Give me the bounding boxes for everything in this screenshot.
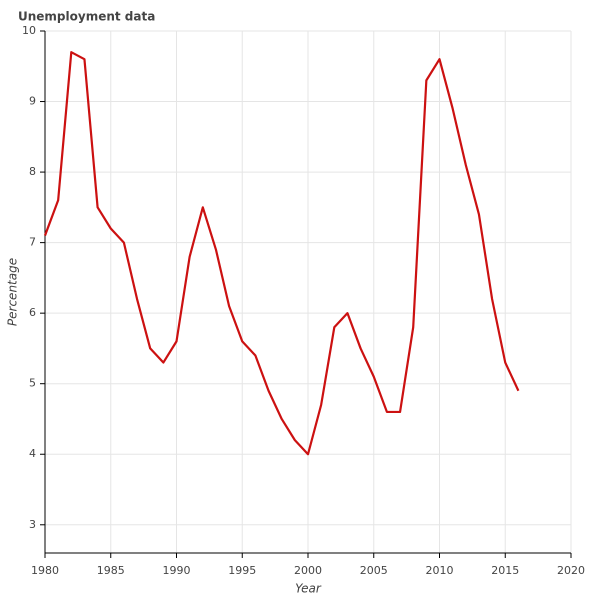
- x-tick-label: 2015: [491, 564, 519, 577]
- x-tick-label: 2005: [360, 564, 388, 577]
- y-tick-label: 8: [29, 165, 36, 178]
- x-tick-label: 1990: [163, 564, 191, 577]
- line: [43, 51, 520, 456]
- y-tick-label: 6: [29, 306, 36, 319]
- x-axis-label: Year: [295, 582, 322, 596]
- y-axis-label: Percentage: [6, 258, 20, 326]
- x-tick-label: 2010: [426, 564, 454, 577]
- y-tick-label: 3: [29, 518, 36, 531]
- x-tick-label: 2000: [294, 564, 322, 577]
- y-tick-label: 4: [29, 447, 36, 460]
- chart-title: Unemployment data: [18, 10, 155, 24]
- x-tick-label: 1985: [97, 564, 125, 577]
- y-tick-label: 9: [29, 95, 36, 108]
- y-tick-label: 7: [29, 236, 36, 249]
- y-tick-label: 10: [22, 24, 36, 37]
- x-tick-label: 2020: [557, 564, 585, 577]
- x-tick-label: 1995: [228, 564, 256, 577]
- x-tick-label: 1980: [31, 564, 59, 577]
- y-tick-label: 5: [29, 377, 36, 390]
